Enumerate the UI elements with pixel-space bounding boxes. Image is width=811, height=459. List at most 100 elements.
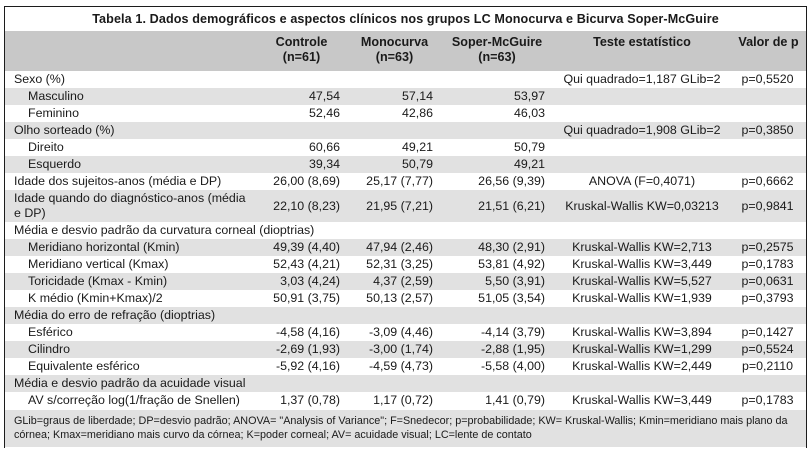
p-value-cell: p=0,1427 bbox=[741, 325, 794, 339]
row-label: AV s/correção log(1/fração de Snellen) bbox=[28, 393, 240, 407]
row-label: Idade dos sujeitos-anos (média e DP) bbox=[14, 174, 222, 188]
value-cell-monocurva: 1,17 (0,72) bbox=[373, 393, 433, 407]
table-row: Idade dos sujeitos-anos (média e DP) 26,0… bbox=[5, 173, 806, 190]
table-row: Feminino 52,46 42,86 46,03 bbox=[5, 105, 806, 122]
value-cell-soper-mcguire: 53,81 (4,92) bbox=[478, 257, 545, 271]
column-header-controle: Controle (n=61) bbox=[255, 35, 348, 67]
value-cell-soper-mcguire: 48,30 (2,91) bbox=[478, 240, 545, 254]
row-label: Média e desvio padrão da acuidade visual bbox=[14, 376, 246, 390]
row-label: Toricidade (Kmax - Kmin) bbox=[28, 274, 168, 288]
row-label: Média do erro de refração (dioptrias) bbox=[14, 308, 216, 322]
column-header-soper-mcguire: Soper-McGuire (n=63) bbox=[441, 35, 553, 67]
value-cell-controle: 52,43 (4,21) bbox=[273, 257, 340, 271]
test-statistic-cell: Kruskal-Wallis KW=5,527 bbox=[572, 274, 712, 288]
title-row: Tabela 1. Dados demográficos e aspectos … bbox=[5, 7, 806, 31]
value-cell-monocurva: 21,95 (7,21) bbox=[366, 198, 433, 213]
value-cell-soper-mcguire: 26,56 (9,39) bbox=[478, 174, 545, 188]
value-cell-monocurva: 25,17 (7,77) bbox=[366, 174, 433, 188]
test-statistic-cell: Kruskal-Wallis KW=2,449 bbox=[572, 359, 712, 373]
column-header-soper-mcguire-label: Soper-McGuire bbox=[451, 35, 543, 49]
value-cell-controle: -5,92 (4,16) bbox=[275, 359, 340, 373]
value-cell-controle: 52,46 bbox=[308, 106, 340, 120]
test-statistic-cell: Qui quadrado=1,908 GLib=2 bbox=[563, 123, 721, 137]
table-row: K médio (Kmin+Kmax)/2 50,91 (3,75) 50,13 (… bbox=[5, 290, 806, 307]
value-cell-soper-mcguire: 21,51 (6,21) bbox=[478, 198, 545, 213]
test-statistic-cell bbox=[553, 156, 731, 173]
p-value-cell bbox=[731, 105, 806, 122]
test-statistic-cell: Kruskal-Wallis KW=0,03213 bbox=[565, 198, 719, 213]
table-row: Esquerdo 39,34 50,79 49,21 bbox=[5, 156, 806, 173]
value-cell-monocurva: 50,13 (2,57) bbox=[366, 291, 433, 305]
table-row: AV s/correção log(1/fração de Snellen) 1,… bbox=[5, 392, 806, 409]
row-label: Equivalente esférico bbox=[28, 359, 140, 373]
p-value-cell: p=0,9841 bbox=[741, 198, 794, 213]
value-cell-controle: -4,58 (4,16) bbox=[275, 325, 340, 339]
value-cell-controle: -2,69 (1,93) bbox=[275, 342, 340, 356]
value-cell-soper-mcguire bbox=[441, 71, 553, 88]
test-statistic-cell bbox=[553, 139, 731, 156]
p-value-cell: p=0,5520 bbox=[741, 72, 794, 86]
test-statistic-cell: Kruskal-Wallis KW=1,939 bbox=[572, 291, 712, 305]
value-cell-soper-mcguire: 53,97 bbox=[513, 89, 545, 103]
value-cell-controle: 49,39 (4,40) bbox=[273, 240, 340, 254]
test-statistic-cell: ANOVA (F=0,4071) bbox=[588, 174, 696, 188]
p-value-cell: p=0,1783 bbox=[741, 257, 794, 271]
row-label: Meridiano horizontal (Kmin) bbox=[28, 240, 180, 254]
row-label: Esquerdo bbox=[28, 157, 82, 171]
table-row: Equivalente esférico -5,92 (4,16) -4,59 (4… bbox=[5, 358, 806, 375]
column-header-controle-n: (n=61) bbox=[282, 50, 321, 64]
test-statistic-cell: Kruskal-Wallis KW=1,299 bbox=[572, 342, 712, 356]
table-row: Direito 60,66 49,21 50,79 bbox=[5, 139, 806, 156]
value-cell-soper-mcguire: 46,03 bbox=[513, 106, 545, 120]
row-label: K médio (Kmin+Kmax)/2 bbox=[28, 291, 163, 305]
value-cell-soper-mcguire: 50,79 bbox=[513, 140, 545, 154]
test-statistic-cell bbox=[553, 88, 731, 105]
column-header-monocurva-label: Monocurva bbox=[360, 35, 429, 49]
value-cell-soper-mcguire: -2,88 (1,95) bbox=[480, 342, 545, 356]
table-container: Tabela 1. Dados demográficos e aspectos … bbox=[4, 6, 807, 459]
row-label: Média e desvio padrão da curvatura corne… bbox=[14, 223, 315, 237]
column-header-controle-label: Controle bbox=[275, 35, 328, 49]
row-label: Feminino bbox=[28, 106, 79, 120]
value-cell-controle: 3,03 (4,24) bbox=[280, 274, 340, 288]
table-footnote: GLib=graus de liberdade; DP=desvio padrã… bbox=[5, 410, 806, 447]
test-statistic-cell: Kruskal-Wallis KW=2,713 bbox=[572, 240, 712, 254]
value-cell-controle: 47,54 bbox=[308, 89, 340, 103]
value-cell-monocurva bbox=[348, 71, 441, 88]
value-cell-controle: 26,00 (8,69) bbox=[273, 174, 340, 188]
row-label: Olho sorteado (%) bbox=[14, 123, 115, 137]
table-row: Masculino 47,54 57,14 53,97 bbox=[5, 88, 806, 105]
value-cell-controle bbox=[255, 71, 348, 88]
value-cell-monocurva: 52,31 (3,25) bbox=[366, 257, 433, 271]
p-value-cell: p=0,6662 bbox=[741, 174, 794, 188]
column-header-soper-mcguire-n: (n=63) bbox=[478, 50, 516, 64]
value-cell-controle: 1,37 (0,78) bbox=[280, 393, 340, 407]
value-cell-monocurva: -4,59 (4,73) bbox=[368, 359, 433, 373]
column-header-teste-estatistico: Teste estatístico bbox=[553, 35, 731, 67]
p-value-cell: p=0,2110 bbox=[741, 359, 794, 373]
header-spacer bbox=[5, 35, 255, 67]
test-statistic-cell: Kruskal-Wallis KW=3,449 bbox=[572, 257, 712, 271]
value-cell-monocurva: 42,86 bbox=[401, 106, 433, 120]
value-cell-soper-mcguire: 49,21 bbox=[513, 157, 545, 171]
column-header-monocurva: Monocurva (n=63) bbox=[348, 35, 441, 67]
test-statistic-cell: Kruskal-Wallis KW=3,894 bbox=[572, 325, 712, 339]
row-label: Direito bbox=[28, 140, 64, 154]
table-header-row: Controle (n=61) Monocurva (n=63) Soper-M… bbox=[5, 31, 806, 71]
value-cell-monocurva: 47,94 (2,46) bbox=[366, 240, 433, 254]
table-row: Sexo (%) Qui quadrado=1,187 GLib=2 p=0,552… bbox=[5, 71, 806, 88]
value-cell-soper-mcguire: 5,50 (3,91) bbox=[485, 274, 545, 288]
value-cell-controle: 60,66 bbox=[308, 140, 340, 154]
table-row: Olho sorteado (%) Qui quadrado=1,908 GLib… bbox=[5, 122, 806, 139]
column-header-valor-de-p-label: Valor de p bbox=[738, 35, 799, 49]
value-cell-monocurva bbox=[348, 122, 441, 139]
p-value-cell: p=0,3850 bbox=[741, 123, 794, 137]
value-cell-soper-mcguire: -5,58 (4,00) bbox=[480, 359, 545, 373]
table-row: Toricidade (Kmax - Kmin) 3,03 (4,24) 4,37 … bbox=[5, 273, 806, 290]
table-title: Tabela 1. Dados demográficos e aspectos … bbox=[92, 12, 719, 26]
table-body: Sexo (%) Qui quadrado=1,187 GLib=2 p=0,552… bbox=[5, 71, 806, 409]
table-row: Média e desvio padrão da acuidade visual bbox=[5, 375, 806, 392]
p-value-cell bbox=[731, 139, 806, 156]
value-cell-monocurva: -3,00 (1,74) bbox=[368, 342, 433, 356]
test-statistic-cell: Qui quadrado=1,187 GLib=2 bbox=[563, 72, 721, 86]
